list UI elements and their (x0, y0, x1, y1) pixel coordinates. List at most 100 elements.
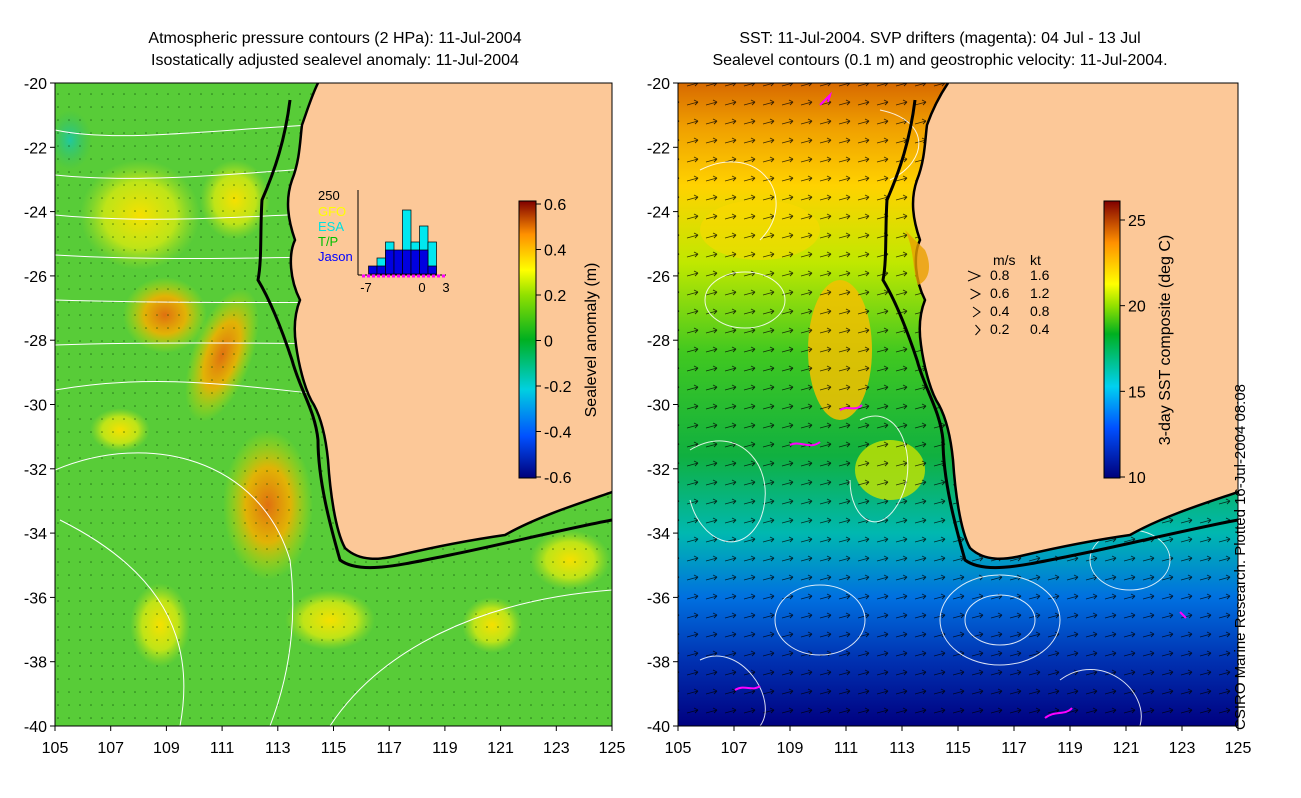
left-colorbar: 0.6 0.4 0.2 0 -0.2 -0.4 -0.6 Sealevel anomaly … (518, 197, 600, 487)
velocity-value-kt: 1.2 (1030, 285, 1050, 301)
right-x-tick-label: 117 (1001, 740, 1027, 757)
right-colorbar: 25 20 15 10 3-day SST composite (deg C) (1103, 200, 1174, 487)
right-y-tick-label: -40 (647, 719, 670, 736)
right-map-title: SST: 11-Jul-2004. SVP drifters (magenta)… (640, 28, 1240, 72)
left-x-tick-label: 121 (487, 740, 514, 757)
credit-text: CSIRO Marine Research. Plotted 16-Jul-20… (1232, 383, 1249, 730)
right-shelf-contour (881, 99, 1238, 570)
right-y-tick-label: -26 (647, 269, 670, 286)
right-y-tick-label: -36 (647, 590, 670, 607)
right-x-tick-label: 107 (721, 740, 748, 757)
inset-bar-front (393, 249, 403, 275)
left-title-line2: Isostatically adjusted sealevel anomaly:… (151, 52, 519, 69)
left-y-tick-label: -20 (24, 76, 47, 93)
left-y-tick-label: -40 (24, 719, 47, 736)
right-y-tick-label: -28 (647, 333, 670, 350)
inset-x-tick-label: -7 (360, 280, 372, 295)
inset-x-tick-label: 0 (418, 280, 425, 295)
right-x-tick-label: 105 (665, 740, 692, 757)
left-x-tick-label: 111 (210, 740, 234, 757)
svp-drifter-tracks (734, 91, 1187, 719)
inset-bar-front (402, 249, 412, 275)
velocity-value-kt: 1.6 (1030, 267, 1050, 283)
left-x-tick-label: 105 (42, 740, 69, 757)
left-colorbar-tick-label: 0.2 (544, 288, 566, 305)
velocity-header-kt: kt (1030, 252, 1041, 268)
left-y-tick-label: -28 (24, 333, 47, 350)
left-x-tick-label: 119 (432, 740, 458, 757)
left-x-tick-label: 123 (543, 740, 570, 757)
velocity-arrow-icon (972, 306, 981, 318)
right-x-tick-label: 123 (1169, 740, 1196, 757)
right-x-tick-label: 119 (1057, 740, 1083, 757)
left-colorbar-tick-label: 0.4 (544, 243, 566, 260)
left-x-tick-label: 115 (321, 740, 347, 757)
inset-bar-front (410, 249, 420, 275)
left-colorbar-tick-label: 0 (544, 334, 553, 351)
right-land (913, 83, 1238, 559)
left-y-tick-label: -36 (24, 590, 47, 607)
right-x-tick-label: 115 (945, 740, 971, 757)
right-colorbar-tick-label: 25 (1128, 213, 1146, 230)
velocity-header-ms: m/s (993, 252, 1016, 268)
left-y-tick-label: -34 (24, 526, 47, 543)
left-x-tick-label: 109 (153, 740, 180, 757)
inset-bar-front (385, 249, 395, 275)
left-y-tick-label: -32 (24, 462, 47, 479)
left-y-tick-label: -24 (24, 205, 47, 222)
right-x-tick-label: 109 (777, 740, 804, 757)
right-title-line2: Sealevel contours (0.1 m) and geostrophi… (712, 52, 1168, 69)
right-y-tick-label: -38 (647, 655, 670, 672)
right-x-tick-label: 111 (834, 740, 858, 757)
right-x-tick-label: 113 (889, 740, 915, 757)
velocity-value-ms: 0.4 (990, 303, 1010, 319)
left-x-tick-label: 117 (376, 740, 402, 757)
inset-bar-front (376, 265, 386, 275)
left-y-tick-label: -22 (24, 140, 47, 157)
left-colorbar-label: Sealevel anomaly (m) (583, 263, 600, 418)
inset-legend-item: GFO (318, 204, 346, 219)
right-colorbar-tick-label: 20 (1128, 299, 1146, 316)
left-colorbar-tick-label: -0.4 (544, 425, 572, 442)
left-land (288, 83, 612, 559)
velocity-arrow-icon (970, 288, 982, 300)
right-x-tick-label: 125 (1225, 740, 1252, 757)
inset-bar-front (427, 265, 437, 275)
left-y-tick-label: -38 (24, 655, 47, 672)
velocity-arrow-icon (967, 270, 982, 282)
right-y-tick-label: -32 (647, 462, 670, 479)
velocity-arrow-icon (975, 324, 981, 336)
inset-ymax: 250 (318, 188, 340, 203)
left-x-tick-label: 113 (265, 740, 291, 757)
left-colorbar-tick-label: 0.6 (544, 197, 566, 214)
velocity-value-ms: 0.2 (990, 321, 1010, 337)
left-map-title: Atmospheric pressure contours (2 HPa): 1… (40, 28, 630, 72)
left-x-tick-label: 125 (599, 740, 626, 757)
left-title-line1: Atmospheric pressure contours (2 HPa): 1… (148, 30, 522, 47)
left-y-tick-label: -30 (24, 398, 47, 415)
right-colorbar-tick-label: 15 (1128, 384, 1146, 401)
right-title-line1: SST: 11-Jul-2004. SVP drifters (magenta)… (739, 30, 1141, 47)
inset-x-tick-label: 3 (442, 280, 449, 295)
inset-legend-item: T/P (318, 234, 338, 249)
velocity-value-ms: 0.8 (990, 267, 1010, 283)
velocity-value-ms: 0.6 (990, 285, 1010, 301)
right-map: m/s kt 0.8 1.6 0.6 1.2 0.4 0.8 0.2 0.4 25 20 15 10… (647, 76, 1252, 757)
velocity-value-kt: 0.8 (1030, 303, 1050, 319)
left-y-tick-label: -26 (24, 269, 47, 286)
inset-legend-item: ESA (318, 219, 344, 234)
velocity-legend: m/s kt 0.8 1.6 0.6 1.2 0.4 0.8 0.2 0.4 (967, 252, 1050, 337)
right-y-tick-label: -20 (647, 76, 670, 93)
velocity-value-kt: 0.4 (1030, 321, 1050, 337)
inset-legend-item: Jason (318, 249, 353, 264)
right-y-tick-label: -24 (647, 205, 670, 222)
right-coastline (911, 83, 1238, 560)
right-colorbar-label: 3-day SST composite (deg C) (1157, 235, 1174, 445)
right-y-tick-label: -30 (647, 398, 670, 415)
right-y-tick-label: -22 (647, 140, 670, 157)
left-shelf-contour (256, 99, 612, 570)
right-x-tick-label: 121 (1113, 740, 1140, 757)
left-colorbar-tick-label: -0.6 (544, 470, 572, 487)
